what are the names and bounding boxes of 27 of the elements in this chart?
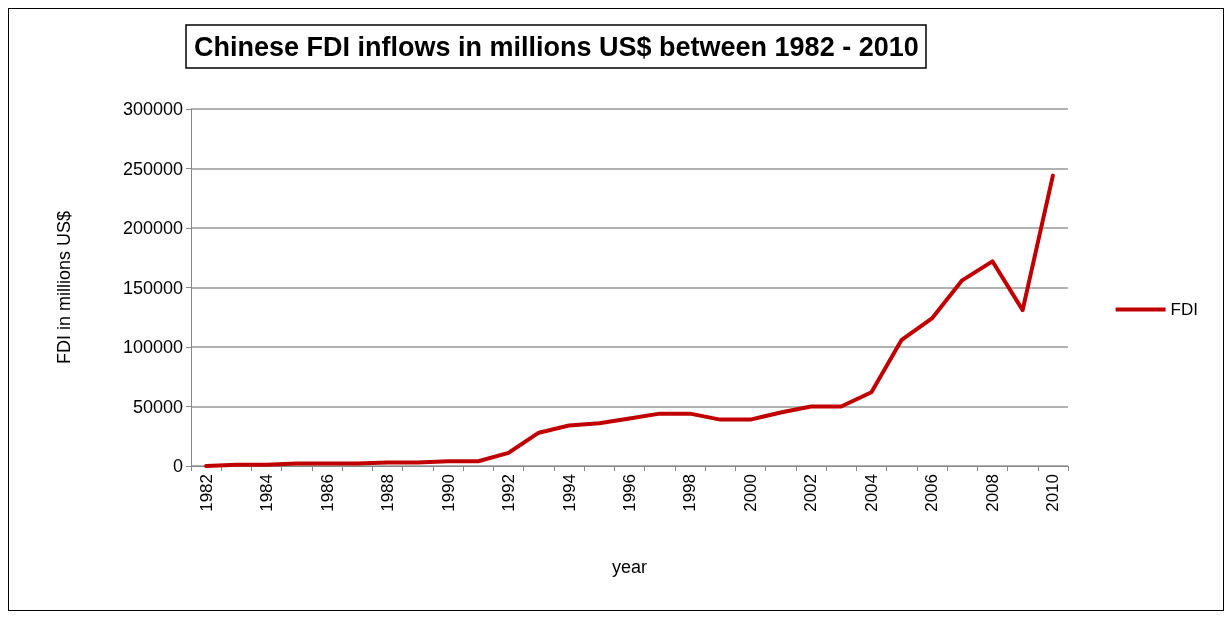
x-tick-label: 2004 [861,474,881,512]
x-tick-label: 1994 [559,474,579,512]
x-tick-label: 2006 [922,474,942,512]
x-tick-label: 1996 [620,474,639,512]
x-tick-label: 1998 [680,474,700,512]
y-tick-label: 250000 [122,158,183,179]
x-tick-label: 1992 [499,474,519,512]
y-tick-label: 200000 [122,218,183,238]
line-series [204,173,1055,468]
y-tick-label: 100000 [122,337,183,357]
x-tick-label: 1986 [317,474,337,512]
y-tick-label: 150000 [122,277,183,298]
x-tick-label: 1982 [196,474,216,512]
x-tick-label: 1984 [257,474,277,512]
x-tick-label: 1988 [378,474,398,512]
x-tick-label: 1990 [438,474,458,512]
chart-title: Chinese FDI inflows in millions US$ between 1982 - 2010 [194,31,919,62]
x-axis-title: year [611,557,648,577]
x-tick-label: 2002 [801,474,821,512]
x-tick-label: 2010 [1043,474,1063,512]
legend-label: FDI [1170,300,1199,319]
y-tick-label: 0 [172,456,183,476]
x-tick-label: 2000 [740,474,760,512]
y-axis-title: FDI in millions US$ [54,210,74,365]
y-tick-label: 50000 [132,396,183,417]
y-tick-label: 300000 [122,99,183,119]
x-tick-label: 2008 [982,474,1002,512]
